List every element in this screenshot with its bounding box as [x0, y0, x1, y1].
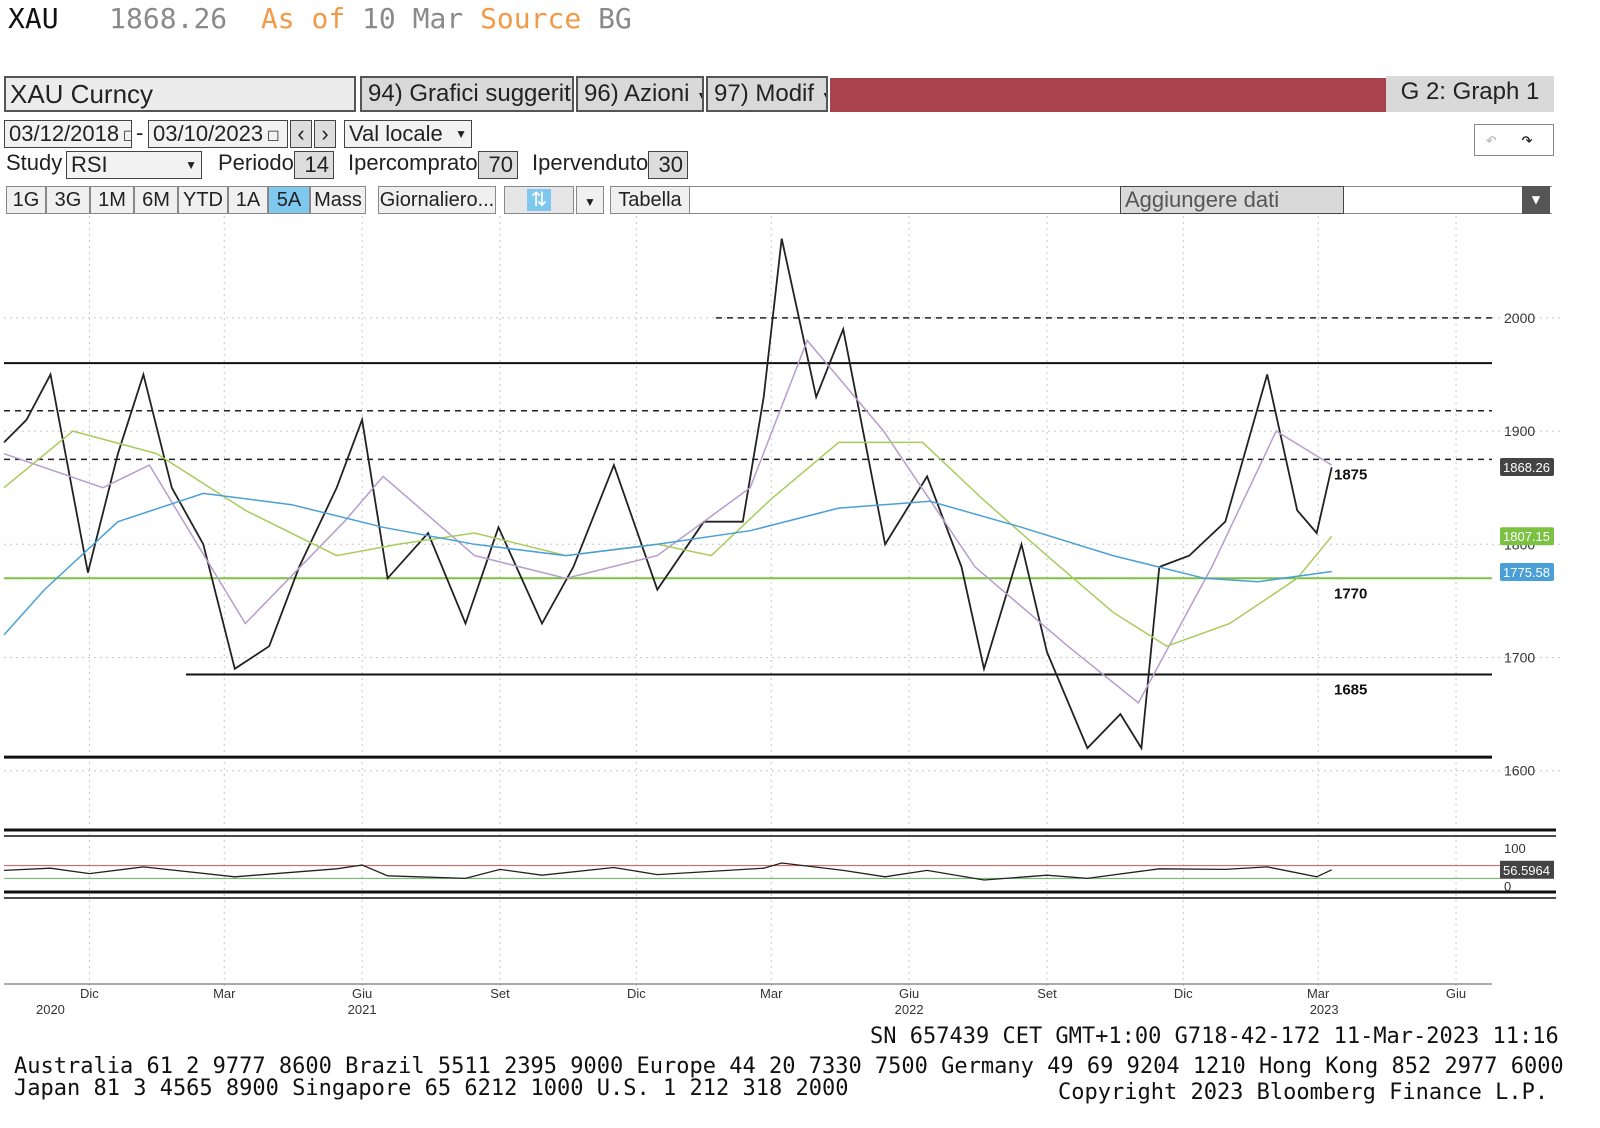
overbought-label: Ipercomprato	[348, 150, 478, 175]
price-tag-label: 1807.15	[1503, 529, 1550, 544]
as-of-label: As of	[260, 2, 346, 35]
x-month-label: Giu	[1446, 986, 1466, 1001]
chevron-right-icon: ›	[321, 121, 329, 146]
study-select[interactable]: RSI ▼	[66, 151, 202, 179]
chevron-down-icon: ▼	[455, 127, 467, 141]
last-price: 1868.26	[109, 2, 228, 35]
series-line	[3, 430, 1333, 648]
price-tag	[1500, 458, 1554, 477]
actions-menu[interactable]: 96) Azioni ▼	[576, 76, 704, 112]
copyright: Copyright 2023 Bloomberg Finance L.P.	[1058, 1080, 1549, 1105]
header-line: XAU 1868.26 As of 10 Mar Source BG	[8, 2, 632, 35]
chevron-down-icon: ▼	[185, 158, 197, 172]
x-year-label: 2023	[1310, 1002, 1339, 1017]
chart-type-icon: ⇅	[526, 189, 552, 211]
y-tick-label: 1700	[1504, 650, 1535, 666]
x-year-label: 2020	[36, 1002, 65, 1017]
currency-select[interactable]: Val locale ▼	[344, 120, 472, 148]
x-month-label: Dic	[1174, 986, 1193, 1001]
prev-period-button[interactable]: ‹	[290, 120, 312, 148]
chevron-down-icon: ▼	[821, 88, 826, 104]
security-input[interactable]: XAU Curncy	[4, 76, 356, 112]
period-field[interactable]: 14	[294, 151, 334, 179]
tab-1m[interactable]: 1M	[90, 186, 134, 214]
chevron-down-icon: ▼	[584, 195, 596, 209]
x-month-label: Giu	[352, 986, 372, 1001]
ticker: XAU	[8, 2, 59, 35]
level-label: 1770	[1334, 585, 1367, 602]
x-year-label: 2021	[348, 1002, 377, 1017]
y-tick-label: 1900	[1504, 423, 1535, 439]
redo-icon[interactable]: ↷	[1521, 127, 1534, 151]
tab-5a[interactable]: 5A	[268, 186, 310, 214]
x-month-label: Dic	[80, 986, 99, 1001]
tab-1a[interactable]: 1A	[228, 186, 268, 214]
overbought-field[interactable]: 70	[478, 151, 518, 179]
x-month-label: Mar	[760, 986, 783, 1001]
rsi-value-tag	[1500, 860, 1554, 879]
source-value: BG	[598, 2, 632, 35]
table-button[interactable]: Tabella	[610, 186, 690, 214]
frequency-select[interactable]: Giornaliero...	[378, 186, 496, 214]
toolbar: XAU Curncy 94) Grafici suggeriti 96) Azi…	[4, 76, 1590, 114]
contacts-line-1: Australia 61 2 9777 8600 Brazil 5511 239…	[14, 1054, 1564, 1079]
next-period-button[interactable]: ›	[314, 120, 336, 148]
price-tag-label: 1868.26	[1503, 460, 1550, 475]
price-tag	[1500, 562, 1554, 581]
y-tick-label: 1600	[1504, 763, 1535, 779]
chevron-left-icon: ‹	[297, 121, 305, 146]
contacts-line-2: Japan 81 3 4565 8900 Singapore 65 6212 1…	[14, 1076, 849, 1101]
y-tick-label: 2000	[1504, 310, 1535, 326]
chart-type-dropdown[interactable]: ▼	[576, 186, 604, 214]
series-line	[3, 492, 1332, 636]
tab-3g[interactable]: 3G	[46, 186, 90, 214]
suggested-charts-button[interactable]: 94) Grafici suggeriti	[360, 76, 574, 112]
add-data-field[interactable]: Aggiungere dati	[1120, 186, 1344, 214]
calendar-icon[interactable]: ☐	[263, 128, 280, 144]
graph-label[interactable]: G 2: Graph 1	[1386, 76, 1554, 112]
chevron-down-icon: ▼	[1531, 192, 1541, 208]
tab-6m[interactable]: 6M	[134, 186, 178, 214]
rsi-tick-label: 0	[1504, 879, 1511, 894]
tab-1g[interactable]: 1G	[6, 186, 46, 214]
as-of-date: 10 Mar	[362, 2, 464, 35]
x-month-label: Mar	[213, 986, 236, 1001]
rsi-tick-label: 100	[1504, 841, 1526, 856]
x-month-label: Giu	[899, 986, 919, 1001]
session-info: SN 657439 CET GMT+1:00 G718-42-172 11-Ma…	[870, 1024, 1559, 1049]
oversold-field[interactable]: 30	[648, 151, 688, 179]
x-month-label: Dic	[627, 986, 646, 1001]
period-label: Periodo	[218, 150, 294, 175]
level-label: 1875	[1334, 466, 1367, 483]
x-year-label: 2022	[895, 1002, 924, 1017]
study-label: Study	[6, 150, 63, 175]
level-label: 1685	[1334, 681, 1367, 698]
x-month-label: Set	[1037, 986, 1057, 1001]
date-separator: -	[136, 120, 144, 145]
undo-redo-group: ↶ ↷	[1474, 124, 1554, 156]
rsi-value-label: 56.5964	[1503, 863, 1550, 878]
title-bar-accent	[830, 78, 1386, 112]
x-month-label: Mar	[1307, 986, 1330, 1001]
modify-menu[interactable]: 97) Modif ▼	[706, 76, 828, 112]
chart-type-select[interactable]: ⇅	[504, 186, 574, 214]
series-line	[3, 339, 1333, 704]
tab-mass[interactable]: Mass	[310, 186, 366, 214]
undo-icon[interactable]: ↶	[1485, 127, 1498, 151]
calendar-icon[interactable]: ☐	[119, 128, 131, 144]
price-chart: 160017001800190020001770168518751868.261…	[3, 216, 1560, 1017]
price-tag	[1500, 527, 1554, 546]
x-month-label: Set	[490, 986, 510, 1001]
chevron-down-icon: ▼	[696, 88, 702, 104]
menu-dropdown-button[interactable]: ▼	[1522, 186, 1550, 214]
source-label: Source	[480, 2, 582, 35]
oversold-label: Ipervenduto	[532, 150, 649, 175]
price-tag-label: 1775.58	[1503, 565, 1550, 580]
end-date-field[interactable]: 03/10/2023 ☐	[148, 120, 288, 148]
rsi-line	[3, 862, 1332, 881]
start-date-field[interactable]: 03/12/2018 ☐	[4, 120, 132, 148]
tab-ytd[interactable]: YTD	[178, 186, 228, 214]
